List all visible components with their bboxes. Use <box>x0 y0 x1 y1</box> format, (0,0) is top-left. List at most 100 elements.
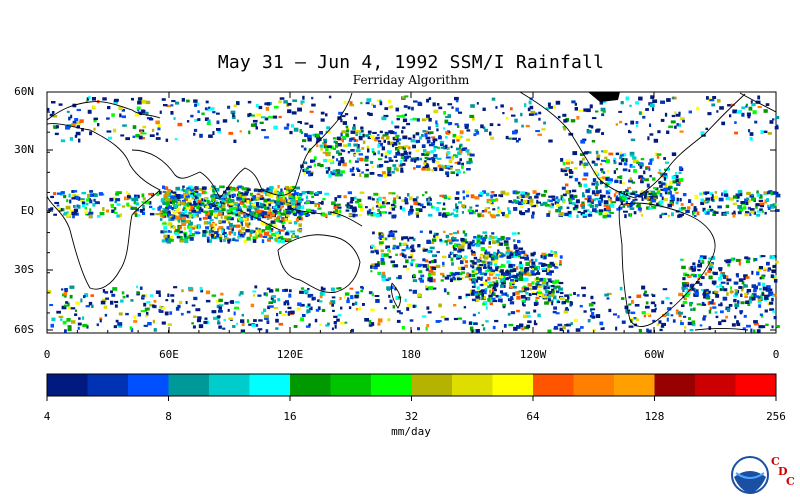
rain-cell <box>344 296 347 299</box>
rain-cell <box>285 203 290 206</box>
rain-cell <box>490 194 494 199</box>
rain-cell <box>744 292 748 295</box>
rain-cell <box>707 270 712 273</box>
rain-cell <box>591 182 596 186</box>
rain-cell <box>201 112 205 116</box>
rain-cell <box>198 210 202 214</box>
rain-cell <box>221 197 226 200</box>
rain-cell <box>551 301 554 306</box>
rain-cell <box>481 296 484 300</box>
rain-cell <box>412 289 417 294</box>
rain-cell <box>563 126 566 131</box>
coast-asia-east <box>261 92 353 196</box>
rain-cell <box>442 212 448 216</box>
rain-cell <box>435 206 440 211</box>
rain-cell <box>306 208 311 212</box>
rain-cell <box>596 157 600 161</box>
rain-cell <box>286 302 290 306</box>
rain-cell <box>773 279 778 283</box>
rain-cell <box>98 192 103 196</box>
rain-cell <box>388 141 394 146</box>
rain-cell <box>266 206 270 210</box>
rain-cell <box>287 311 292 315</box>
rain-cell <box>738 278 744 282</box>
rain-cell <box>388 231 393 235</box>
rain-cell <box>309 201 315 205</box>
rain-cell <box>452 231 457 235</box>
rain-cell <box>424 259 429 263</box>
rain-cell <box>470 292 475 296</box>
rain-cell <box>76 108 81 112</box>
rain-cell <box>481 293 484 297</box>
rain-cell <box>251 213 256 217</box>
rain-cell <box>172 191 177 194</box>
rain-cell <box>461 276 464 280</box>
colorbar-swatch <box>411 374 453 396</box>
rain-cell <box>366 145 370 149</box>
rain-cell <box>613 158 616 163</box>
rain-cell <box>754 120 758 124</box>
rain-cell <box>775 260 779 264</box>
rain-cell <box>327 167 331 171</box>
rain-cell <box>472 313 476 317</box>
rain-cell <box>461 164 464 169</box>
rain-cell <box>766 261 770 266</box>
rain-cell <box>566 206 570 209</box>
rain-cell <box>206 236 210 241</box>
rain-cell <box>264 117 269 121</box>
rain-cell <box>495 280 499 283</box>
rain-cell <box>744 213 749 217</box>
rainfall-cells <box>47 92 781 334</box>
rain-cell <box>754 258 758 261</box>
rain-cell <box>354 301 358 306</box>
rain-cell <box>508 200 513 203</box>
rain-cell <box>371 148 375 153</box>
rain-cell <box>280 188 283 192</box>
rain-cell <box>419 136 422 140</box>
rain-cell <box>303 191 309 194</box>
rain-cell <box>422 258 426 262</box>
rain-cell <box>297 107 302 112</box>
rain-cell <box>568 169 573 173</box>
rain-cell <box>665 161 669 164</box>
rain-cell <box>279 311 282 314</box>
rain-cell <box>671 202 674 206</box>
rain-cell <box>196 205 201 210</box>
rain-cell <box>632 199 635 202</box>
rain-cell <box>700 201 705 205</box>
rain-cell <box>596 190 600 194</box>
rain-cell <box>393 264 399 268</box>
rain-cell <box>196 209 199 213</box>
rain-cell <box>410 158 414 162</box>
rain-cell <box>442 127 446 130</box>
rain-cell <box>561 301 564 305</box>
rain-cell <box>50 195 54 199</box>
rain-cell <box>571 197 575 200</box>
rain-cell <box>349 205 353 209</box>
rain-cell <box>93 127 96 131</box>
rain-cell <box>250 216 253 221</box>
rain-cell <box>548 294 553 297</box>
rain-cell <box>703 315 707 318</box>
rain-cell <box>265 223 270 227</box>
rain-cell <box>648 197 651 201</box>
rain-cell <box>598 202 602 207</box>
rain-cell <box>706 288 709 292</box>
rain-cell <box>488 253 493 258</box>
rain-cell <box>208 229 212 234</box>
rain-cell <box>212 111 216 114</box>
rain-cell <box>163 226 168 230</box>
rain-cell <box>513 244 518 248</box>
rain-cell <box>218 309 223 313</box>
rain-cell <box>173 218 177 221</box>
rain-cell <box>303 289 309 294</box>
rain-cell <box>538 262 543 265</box>
rain-cell <box>370 160 374 164</box>
rain-cell <box>102 207 105 211</box>
rain-cell <box>640 180 644 184</box>
rain-cell <box>246 213 250 217</box>
rain-cell <box>506 249 511 253</box>
rain-cell <box>513 326 518 331</box>
rain-cell <box>578 109 584 112</box>
rain-cell <box>342 162 347 167</box>
